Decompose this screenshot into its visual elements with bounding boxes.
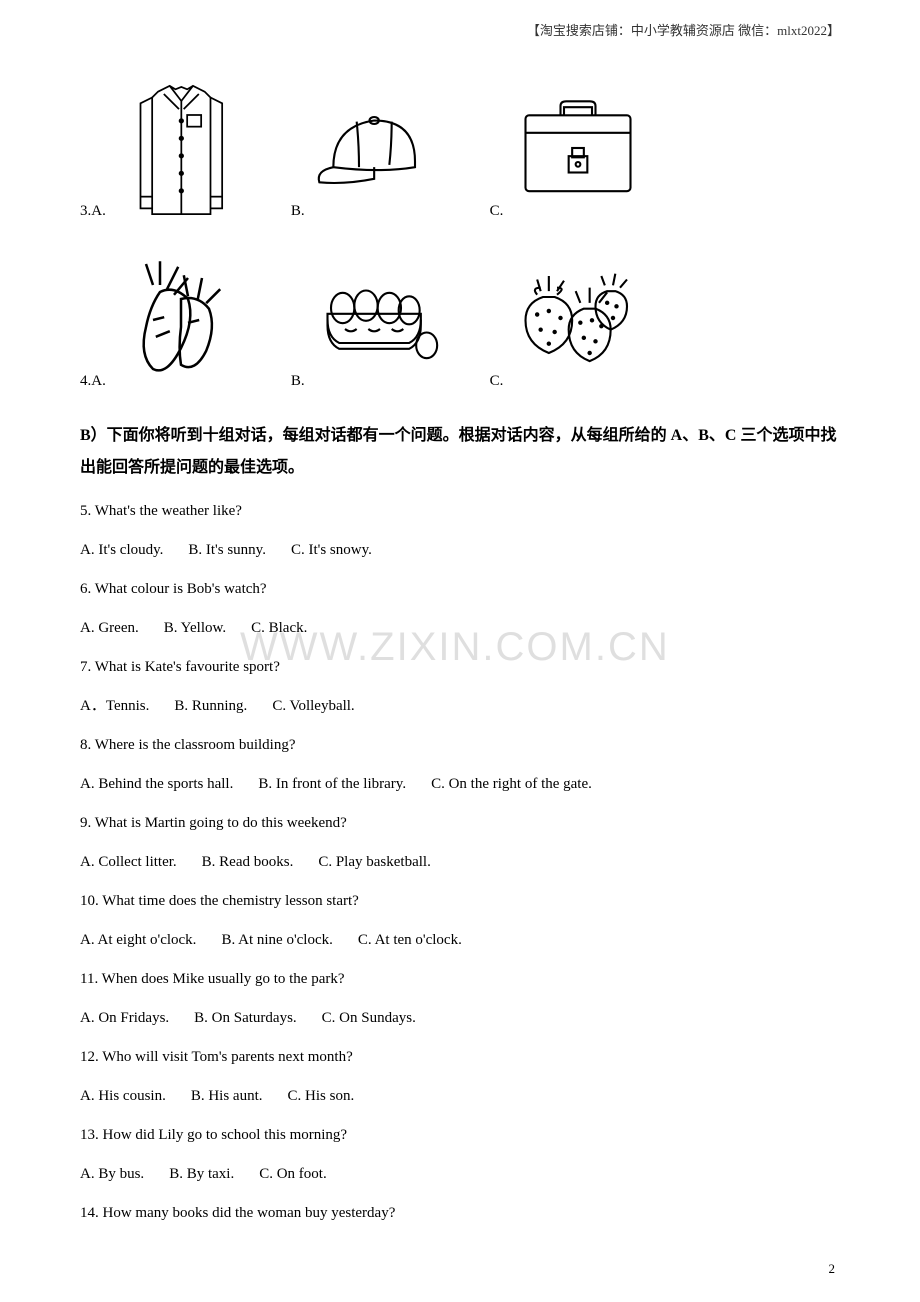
option: A. By bus. [80,1162,144,1186]
question-options: A. At eight o'clock. B. At nine o'clock. C… [80,928,840,952]
question-7: 7. What is Kate's favourite sport? [80,655,840,679]
eggs-icon [310,250,450,390]
option: C. Play basketball. [318,850,431,874]
question-text: 14. How many books did the woman buy yes… [80,1201,840,1225]
option: B. Running. [174,694,247,718]
option: A. Behind the sports hall. [80,772,233,796]
question-13: 13. How did Lily go to school this morni… [80,1123,840,1147]
option: B. Yellow. [164,616,226,640]
option: C. His son. [288,1084,355,1108]
option: C. Volleyball. [272,694,354,718]
question-12: 12. Who will visit Tom's parents next mo… [80,1045,840,1069]
option: B. In front of the library. [258,772,406,796]
strawberries-icon [508,250,648,390]
question-options: A. Green. B. Yellow. C. Black. [80,616,840,640]
question-options: A．Tennis. B. Running. C. Volleyball. [80,694,840,718]
option: C. On Sundays. [322,1006,416,1030]
option-3b: B. [291,80,450,220]
option-4c: C. [490,250,649,390]
question-options: A. Collect litter. B. Read books. C. Play … [80,850,840,874]
section-b-header: B）下面你将听到十组对话，每组对话都有一个问题。根据对话内容，从每组所给的 A、… [80,420,840,484]
option: A. Collect litter. [80,850,177,874]
question-text: 10. What time does the chemistry lesson … [80,889,840,913]
question-text: 7. What is Kate's favourite sport? [80,655,840,679]
option: B. His aunt. [191,1084,263,1108]
question-options: A. Behind the sports hall. B. In front of… [80,772,840,796]
shirt-icon [111,80,251,220]
option: B. It's sunny. [188,538,266,562]
option: B. By taxi. [169,1162,234,1186]
option: B. On Saturdays. [194,1006,297,1030]
option-label: B. [291,373,305,390]
question-text: 6. What colour is Bob's watch? [80,577,840,601]
option: C. On the right of the gate. [431,772,592,796]
option-label: C. [490,373,504,390]
question-8: 8. Where is the classroom building? [80,733,840,757]
option: C. It's snowy. [291,538,372,562]
option: A. Green. [80,616,139,640]
option: C. Black. [251,616,307,640]
option-4b: B. [291,250,450,390]
question-9: 9. What is Martin going to do this weeke… [80,811,840,835]
option-4a: 4.A. [80,250,251,390]
option: B. Read books. [202,850,294,874]
option-label: C. [490,203,504,220]
option: A. On Fridays. [80,1006,169,1030]
briefcase-icon [508,80,648,220]
page-number: 2 [829,1261,836,1277]
question-text: 5. What's the weather like? [80,499,840,523]
question-options: A. His cousin. B. His aunt. C. His son. [80,1084,840,1108]
image-question-3: 3.A. [80,80,840,220]
option-label: B. [291,203,305,220]
question-6: 6. What colour is Bob's watch? [80,577,840,601]
option-label: 4.A. [80,373,106,390]
page-header: 【淘宝搜索店铺：中小学教辅资源店 微信：mlxt2022】 [527,20,840,39]
cap-icon [310,80,450,220]
question-text: 11. When does Mike usually go to the par… [80,967,840,991]
question-14: 14. How many books did the woman buy yes… [80,1201,840,1225]
content-area: 3.A. [80,80,840,1225]
question-5: 5. What's the weather like? [80,499,840,523]
option-label: 3.A. [80,203,106,220]
option-3a: 3.A. [80,80,251,220]
option: A. It's cloudy. [80,538,163,562]
questions-container: 5. What's the weather like? A. It's cloud… [80,499,840,1225]
question-options: A. By bus. B. By taxi. C. On foot. [80,1162,840,1186]
question-options: A. On Fridays. B. On Saturdays. C. On Sund… [80,1006,840,1030]
option: B. At nine o'clock. [221,928,332,952]
question-11: 11. When does Mike usually go to the par… [80,967,840,991]
carrots-icon [111,250,251,390]
question-options: A. It's cloudy. B. It's sunny. C. It's sno… [80,538,840,562]
option: A. His cousin. [80,1084,166,1108]
question-text: 12. Who will visit Tom's parents next mo… [80,1045,840,1069]
question-text: 8. Where is the classroom building? [80,733,840,757]
question-text: 9. What is Martin going to do this weeke… [80,811,840,835]
option: C. On foot. [259,1162,327,1186]
question-text: 13. How did Lily go to school this morni… [80,1123,840,1147]
option-3c: C. [490,80,649,220]
option: A．Tennis. [80,694,149,718]
option: C. At ten o'clock. [358,928,462,952]
image-question-4: 4.A. B. [80,250,840,390]
question-10: 10. What time does the chemistry lesson … [80,889,840,913]
option: A. At eight o'clock. [80,928,196,952]
